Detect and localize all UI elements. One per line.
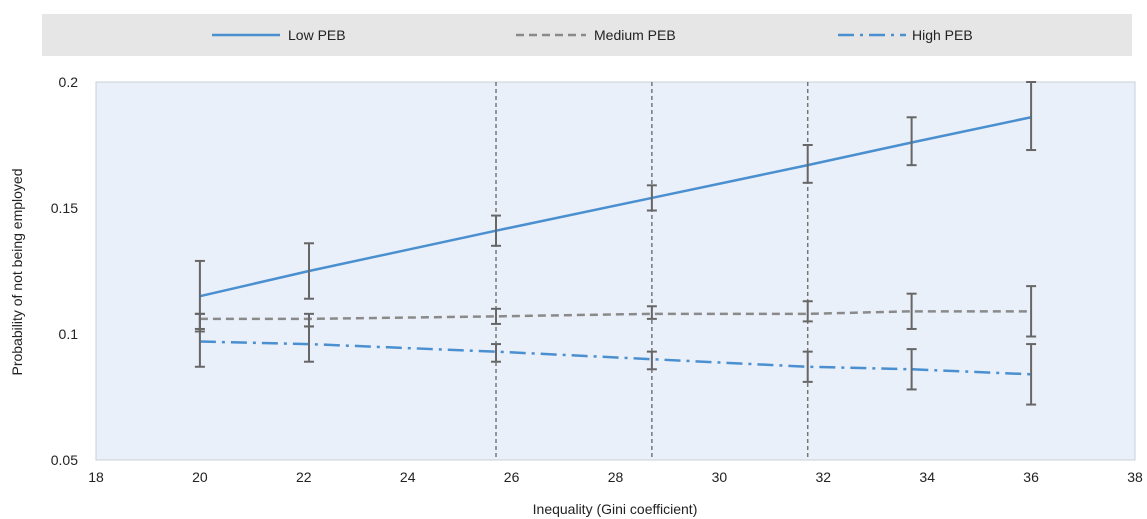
y-tick-label: 0.05	[51, 452, 78, 468]
x-tick-label: 38	[1127, 469, 1143, 485]
error-bars	[194, 81, 1037, 406]
x-tick-label: 30	[712, 469, 728, 485]
y-tick-label: 0.15	[51, 200, 78, 216]
error-bar-low-peb-2	[491, 214, 502, 247]
error-bar-medium-peb-2	[491, 307, 502, 325]
error-bar-medium-peb-6	[1026, 285, 1037, 338]
x-axis-ticks: 18 20 22 24 26 28 30 32 34 36 38	[88, 469, 1143, 485]
legend-label-medium-peb: Medium PEB	[594, 27, 676, 43]
error-bar-low-peb-5	[906, 116, 917, 167]
error-bar-medium-peb-5	[906, 292, 917, 330]
x-axis-label: Inequality (Gini coefficient)	[533, 501, 698, 517]
x-tick-label: 22	[296, 469, 312, 485]
y-tick-label: 0.2	[59, 74, 79, 90]
y-tick-label: 0.1	[59, 326, 79, 342]
error-bar-high-peb-2	[491, 343, 502, 363]
x-tick-label: 28	[608, 469, 624, 485]
y-axis-ticks: 0.05 0.1 0.15 0.2	[51, 74, 78, 468]
x-tick-label: 36	[1023, 469, 1039, 485]
plot-area	[95, 81, 1136, 461]
legend-label-high-peb: High PEB	[912, 27, 973, 43]
error-bar-high-peb-6	[1026, 343, 1037, 406]
error-bar-high-peb-1	[303, 325, 314, 363]
error-bar-high-peb-3	[646, 350, 657, 371]
x-tick-label: 18	[88, 469, 104, 485]
legend-label-low-peb: Low PEB	[288, 27, 346, 43]
x-tick-label: 34	[919, 469, 935, 485]
legend: Low PEB Medium PEB High PEB	[42, 14, 1132, 56]
x-tick-label: 20	[192, 469, 208, 485]
error-bar-high-peb-0	[194, 312, 205, 368]
error-bar-medium-peb-4	[802, 300, 813, 323]
error-bar-low-peb-4	[802, 144, 813, 184]
error-bar-high-peb-4	[802, 350, 813, 383]
x-tick-label: 24	[400, 469, 416, 485]
error-bar-medium-peb-3	[646, 305, 657, 320]
x-tick-label: 26	[504, 469, 520, 485]
x-tick-label: 32	[816, 469, 832, 485]
error-bar-high-peb-5	[906, 348, 917, 391]
error-bar-low-peb-3	[646, 184, 657, 212]
error-bar-low-peb-1	[303, 242, 314, 300]
y-axis-label: Probability of not being employed	[9, 168, 25, 375]
error-bar-low-peb-6	[1026, 81, 1037, 152]
